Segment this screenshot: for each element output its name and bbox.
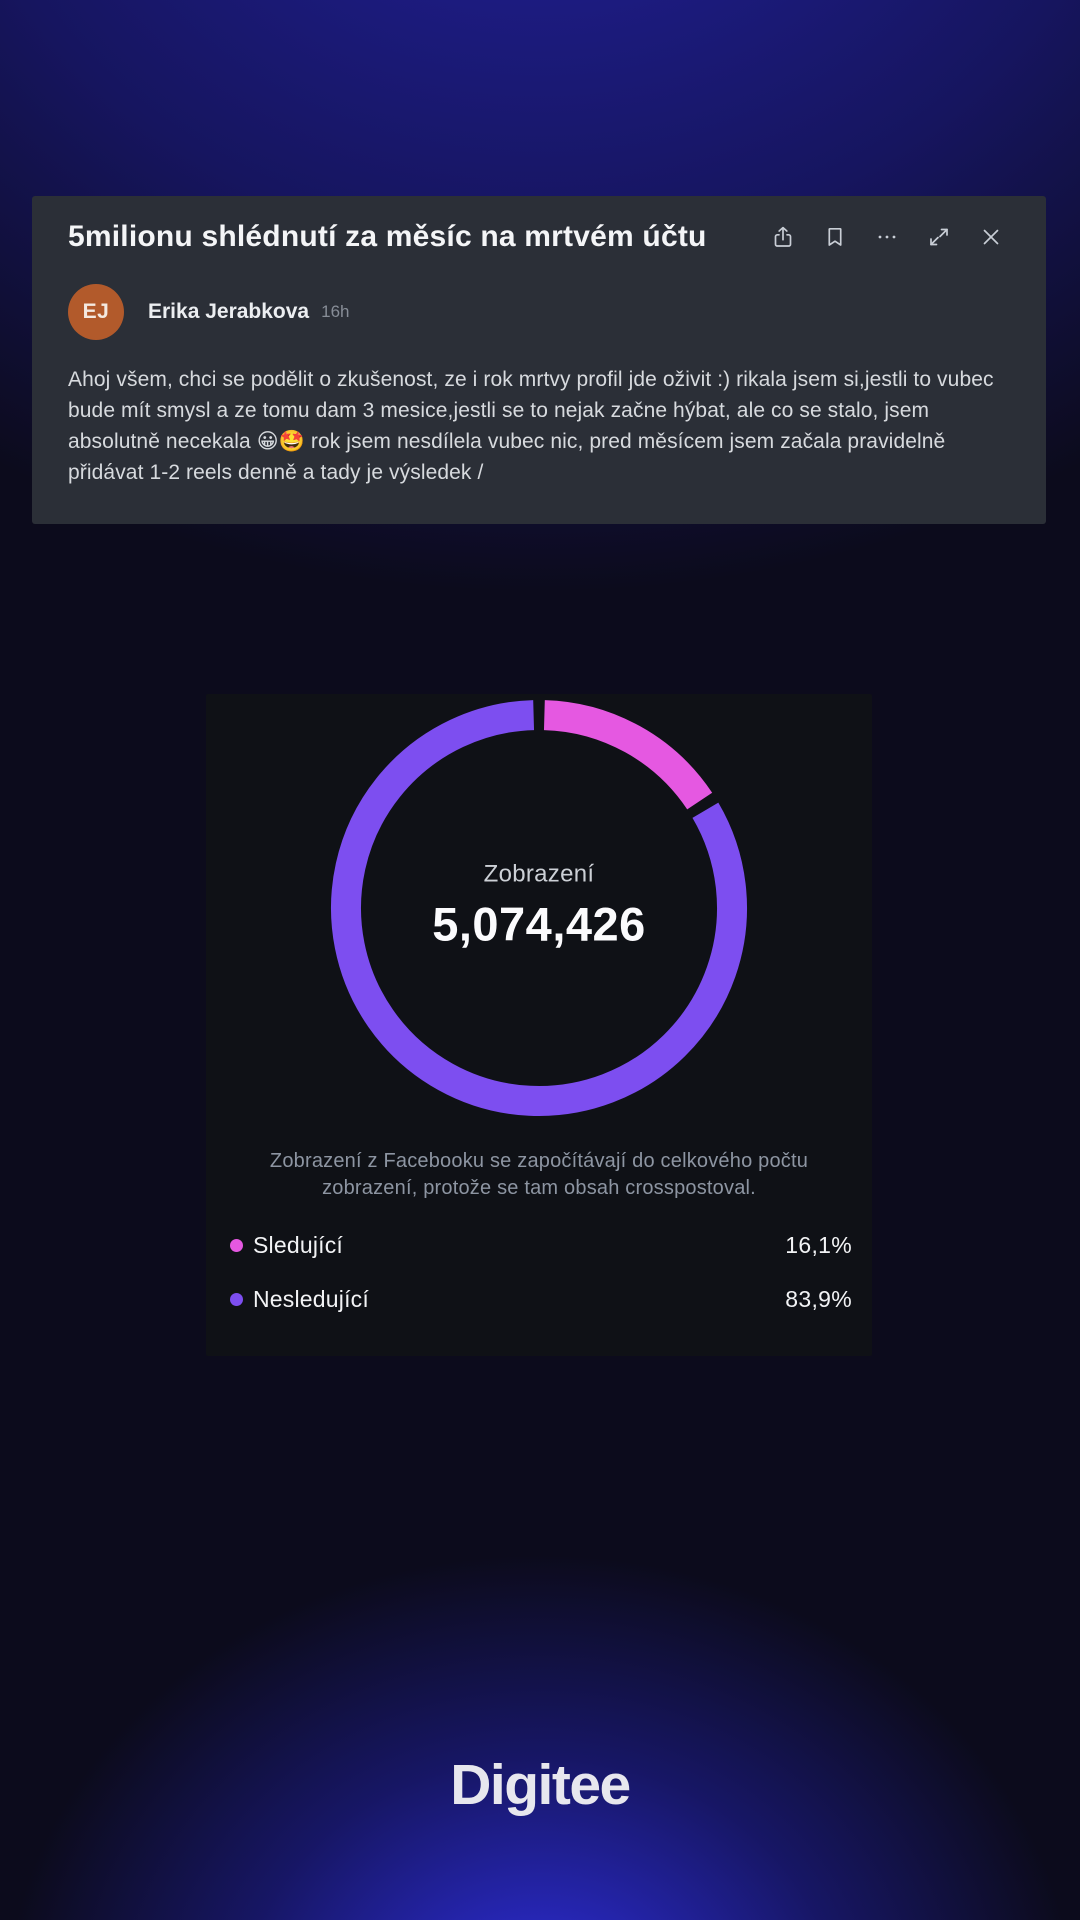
post-timestamp: 16h — [321, 302, 350, 321]
brand-wordmark: Digitee — [450, 1753, 631, 1817]
donut-ring — [331, 700, 747, 1116]
more-icon[interactable] — [874, 224, 900, 250]
expand-icon[interactable] — [926, 224, 952, 250]
legend-dot-followers — [230, 1238, 243, 1252]
legend-row-nonfollowers: Nesledující 83,9% — [230, 1282, 852, 1316]
legend-dot-nonfollowers — [230, 1292, 243, 1306]
author-name[interactable]: Erika Jerabkova — [148, 300, 310, 323]
post-header: 5milionu shlédnutí za měsíc na mrtvém úč… — [68, 220, 1010, 254]
chart-legend: Sledující 16,1% Nesledující 83,9% — [230, 1228, 852, 1316]
share-icon[interactable] — [770, 224, 796, 250]
views-donut-chart: Zobrazení 5,074,426 — [329, 698, 749, 1118]
post-title: 5milionu shlédnutí za měsíc na mrtvém úč… — [68, 220, 707, 253]
chart-footnote: Zobrazení z Facebooku se započítávají do… — [269, 1150, 809, 1199]
legend-value-nonfollowers: 83,9% — [785, 1285, 852, 1312]
post-body-text: Ahoj všem, chci se podělit o zkušenost, … — [68, 368, 994, 484]
legend-row-followers: Sledující 16,1% — [230, 1228, 852, 1262]
avatar[interactable]: EJ — [68, 284, 124, 340]
author-row: EJ Erika Jerabkova 16h — [68, 284, 1010, 340]
donut-center-label: Zobrazení — [483, 860, 595, 888]
legend-label-followers: Sledující — [253, 1231, 344, 1258]
bookmark-icon[interactable] — [822, 224, 848, 250]
close-icon[interactable] — [978, 224, 1004, 250]
legend-value-followers: 16,1% — [785, 1231, 852, 1258]
post-modal-card: 5milionu shlédnutí za měsíc na mrtvém úč… — [32, 196, 1046, 524]
insights-chart-card: Zobrazení 5,074,426 Zobrazení z Facebook… — [206, 694, 872, 1356]
post-toolbar — [770, 224, 1004, 250]
donut-center: Zobrazení 5,074,426 — [432, 861, 646, 952]
donut-center-value: 5,074,426 — [432, 897, 646, 951]
legend-label-nonfollowers: Nesledující — [253, 1285, 369, 1312]
